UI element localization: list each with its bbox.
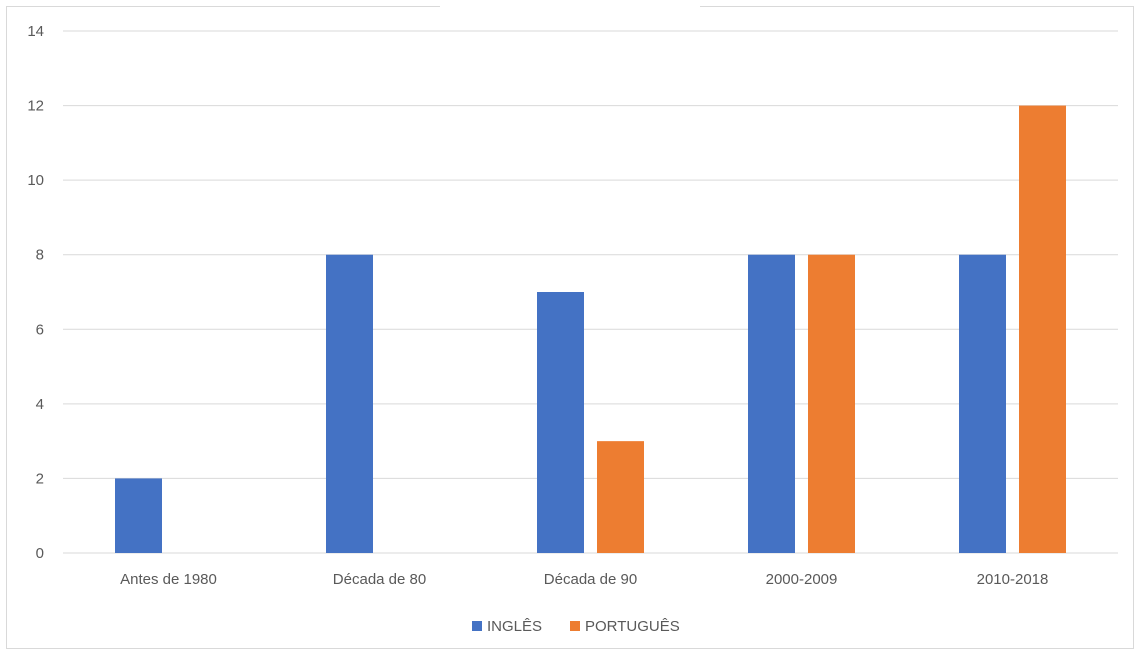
legend: INGLÊS PORTUGUÊS — [472, 618, 680, 635]
x-tick-label: Década de 90 — [544, 571, 637, 588]
y-tick-label: 12 — [27, 98, 44, 115]
bar-ingles-4 — [959, 254, 1006, 553]
chart-top-edge — [440, 0, 700, 8]
x-tick-label: Antes de 1980 — [120, 571, 217, 588]
bar-ingles-3 — [748, 254, 795, 553]
y-tick-label: 2 — [36, 470, 44, 487]
bar-portugues-2 — [597, 441, 644, 553]
x-tick-label: 2000-2009 — [766, 571, 838, 588]
bar-portugues-3 — [808, 254, 855, 553]
legend-label: PORTUGUÊS — [585, 618, 680, 635]
legend-swatch — [570, 621, 580, 631]
y-tick-label: 8 — [36, 247, 44, 264]
x-tick-label: 2010-2018 — [977, 571, 1049, 588]
bar-ingles-0 — [115, 478, 162, 553]
bar-ingles-1 — [326, 254, 373, 553]
gridlines — [63, 30, 1118, 554]
x-tick-label: Década de 80 — [333, 571, 426, 588]
y-tick-label: 0 — [36, 545, 44, 562]
bar-ingles-2 — [537, 292, 584, 553]
legend-label: INGLÊS — [487, 618, 542, 635]
y-axis-ticks: 0 2 4 6 8 10 12 14 — [27, 23, 44, 562]
x-axis-ticks: Antes de 1980 Década de 80 Década de 90 200… — [120, 571, 1048, 588]
bars — [115, 105, 1066, 554]
y-tick-label: 10 — [27, 172, 44, 189]
legend-swatch — [472, 621, 482, 631]
bar-portugues-4 — [1019, 105, 1066, 554]
y-tick-label: 6 — [36, 321, 44, 338]
y-tick-label: 4 — [36, 396, 44, 413]
y-tick-label: 14 — [27, 23, 44, 40]
